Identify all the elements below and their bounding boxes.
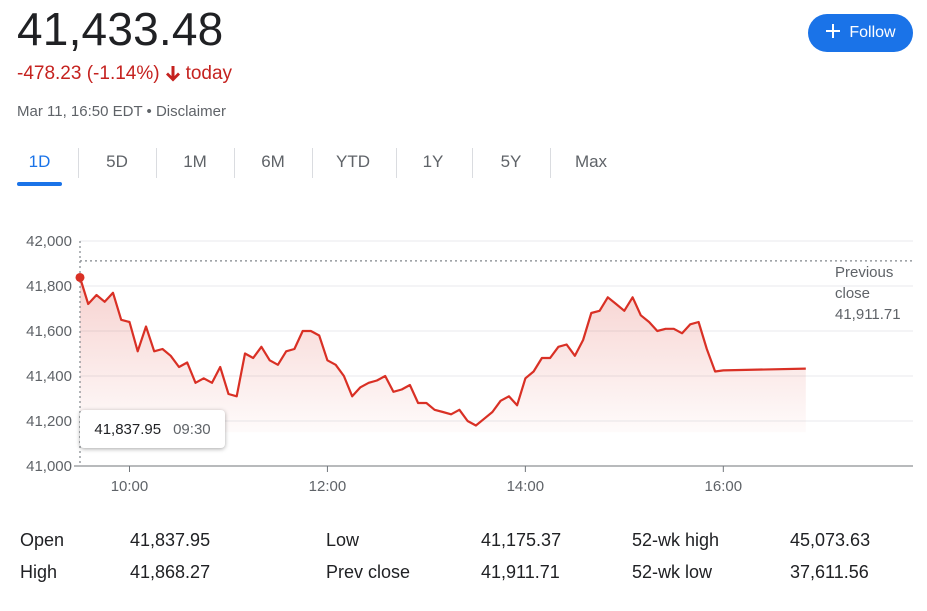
tab-divider [78,148,79,178]
price-area [80,277,806,433]
hover-tooltip: 41,837.95 09:30 [80,410,225,448]
range-tabs: 1D 5D 1M 6M YTD 1Y 5Y Max [0,140,927,186]
current-price: 41,433.48 [17,3,224,55]
x-tick-label: 16:00 [705,478,743,495]
stat-low-value: 41,175.37 [481,530,562,550]
previous-close-label: Previous close 41,911.71 [835,264,901,323]
change-period: today [185,63,233,84]
tab-divider [396,148,397,178]
tab-ytd[interactable]: YTD [336,152,370,171]
y-tick-label: 41,800 [26,278,72,295]
stat-open-label: Open [20,530,65,550]
y-tick-label: 41,200 [26,413,72,430]
stat-open-value: 41,837.95 [130,530,211,550]
tab-divider [550,148,551,178]
stat-low-label: Low [326,530,360,550]
x-tick-label: 14:00 [507,478,545,495]
price-line [78,277,806,427]
tab-divider [472,148,473,178]
tab-divider [156,148,157,178]
hover-point [75,272,85,282]
tab-5d[interactable]: 5D [106,152,128,171]
timestamp-line: Mar 11, 16:50 EDT • Disclaimer [17,103,226,120]
prev-close-line1: Previous [835,264,893,281]
timestamp: Mar 11, 16:50 EDT [17,103,143,120]
tab-divider [312,148,313,178]
x-tick-label: 12:00 [309,478,347,495]
tab-1m[interactable]: 1M [183,152,207,171]
stat-52wk-low-label: 52-wk low [632,562,713,582]
price-change: -478.23 (-1.14%) today [17,63,232,85]
follow-button[interactable]: Follow [808,14,913,52]
tab-1y[interactable]: 1Y [422,152,444,171]
stat-prevclose-label: Prev close [326,562,411,582]
stat-high-label: High [20,562,58,582]
disclaimer-link[interactable]: Disclaimer [155,103,226,120]
arrow-down-icon [165,66,180,82]
prev-close-value: 41,911.71 [835,306,901,323]
plus-icon [825,23,841,44]
x-tick-label: 10:00 [111,478,149,495]
stat-prevclose-value: 41,911.71 [481,562,560,582]
stat-52wk-high-label: 52-wk high [632,530,720,550]
tab-max[interactable]: Max [574,152,608,171]
tooltip-time: 09:30 [173,420,211,438]
stat-high-value: 41,868.27 [130,562,211,582]
follow-label: Follow [849,24,896,41]
change-value: -478.23 (-1.14%) [17,63,160,84]
y-tick-label: 41,400 [26,368,72,385]
y-tick-label: 41,000 [26,458,72,475]
tab-divider [234,148,235,178]
tab-6m[interactable]: 6M [261,152,285,171]
prev-close-line2: close [835,285,870,302]
tooltip-value: 41,837.95 [94,420,162,438]
stat-52wk-low-value: 37,611.56 [790,562,869,582]
y-tick-label: 41,600 [26,323,72,340]
tab-5y[interactable]: 5Y [500,152,522,171]
stat-52wk-high-value: 45,073.63 [790,530,871,550]
y-tick-label: 42,000 [26,233,72,250]
separator: • [142,103,156,120]
tab-1d[interactable]: 1D [17,140,62,186]
